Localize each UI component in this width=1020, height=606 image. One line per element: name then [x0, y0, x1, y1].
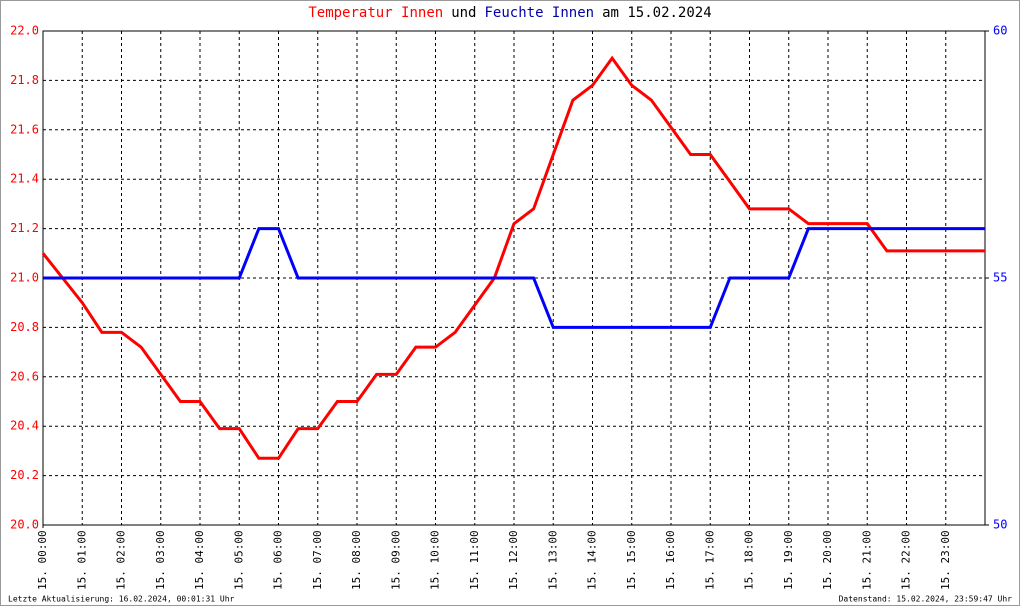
x-tick-label: 15. 14:00 — [586, 530, 599, 590]
x-tick-label: 15. 05:00 — [232, 530, 245, 590]
x-tick-label: 15. 03:00 — [154, 530, 167, 590]
x-tick-label: 15. 00:00 — [36, 530, 49, 590]
y-tick-label: 22.0 — [10, 24, 39, 38]
series-line — [41, 55, 985, 460]
x-tick-label: 15. 09:00 — [389, 530, 402, 590]
title-part: Feuchte Innen — [485, 5, 595, 21]
x-tick-label: 15. 10:00 — [429, 530, 442, 590]
y-tick-label: 20.8 — [10, 320, 39, 334]
x-tick-label: 15. 22:00 — [900, 530, 913, 590]
x-tick-label: 15. 19:00 — [782, 530, 795, 590]
footer-right: Datenstand: 15.02.2024, 23:59:47 Uhr — [839, 595, 1013, 604]
x-tick-label: 15. 02:00 — [115, 530, 128, 590]
y-tick-label: 21.4 — [10, 172, 39, 186]
x-tick-label: 15. 01:00 — [75, 530, 88, 590]
footer-left: Letzte Aktualisierung: 16.02.2024, 00:01… — [8, 595, 235, 604]
y-tick-label: 20.4 — [10, 419, 39, 433]
chart-title: Temperatur Innen und Feuchte Innen am 15.02… — [308, 5, 711, 21]
x-tick-label: 15. 04:00 — [193, 530, 206, 590]
y-tick-label: 20.6 — [10, 369, 39, 383]
y-tick-label: 21.8 — [10, 73, 39, 87]
series-line — [43, 227, 985, 329]
x-tick-label: 15. 17:00 — [703, 530, 716, 590]
y-tick-label: 21.2 — [10, 221, 39, 235]
y-tick-label: 20.2 — [10, 468, 39, 482]
y-tick-label: 21.6 — [10, 122, 39, 136]
y-tick-label: 21.0 — [10, 271, 39, 285]
x-tick-label: 15. 06:00 — [272, 530, 285, 590]
x-tick-label: 15. 15:00 — [625, 530, 638, 590]
title-part: und — [451, 5, 476, 21]
x-tick-label: 15. 08:00 — [350, 530, 363, 590]
x-tick-label: 15. 07:00 — [311, 530, 324, 590]
y-tick-label: 20.0 — [10, 518, 39, 532]
y2-tick-label: 50 — [993, 518, 1007, 532]
title-part: am 15.02.2024 — [602, 5, 712, 21]
x-tick-label: 15. 20:00 — [821, 530, 834, 590]
title-part: Temperatur Innen — [308, 5, 443, 21]
x-tick-label: 15. 21:00 — [860, 530, 873, 590]
y2-tick-label: 60 — [993, 24, 1007, 38]
x-tick-label: 15. 11:00 — [468, 530, 481, 590]
x-tick-label: 15. 18:00 — [743, 530, 756, 590]
y2-tick-label: 55 — [993, 271, 1007, 285]
x-tick-label: 15. 13:00 — [546, 530, 559, 590]
x-tick-label: 15. 16:00 — [664, 530, 677, 590]
x-tick-label: 15. 23:00 — [939, 530, 952, 590]
x-tick-label: 15. 12:00 — [507, 530, 520, 590]
